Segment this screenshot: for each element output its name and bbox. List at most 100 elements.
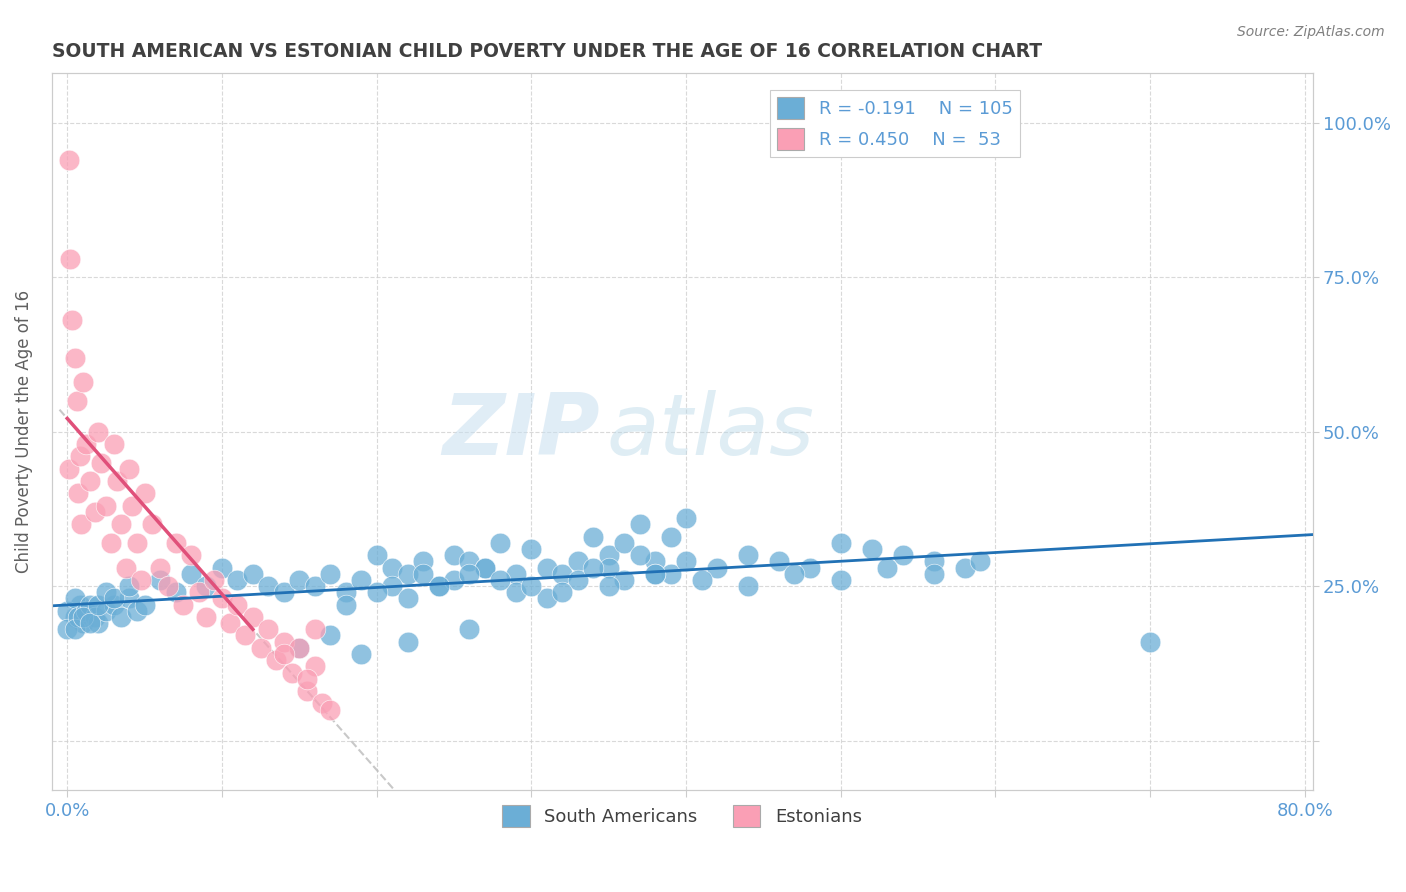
Point xyxy=(65,393,87,408)
Point xyxy=(115,560,138,574)
Point xyxy=(165,536,187,550)
Point xyxy=(458,554,481,568)
Point xyxy=(226,573,249,587)
Point xyxy=(613,573,636,587)
Point xyxy=(94,499,117,513)
Point xyxy=(783,566,806,581)
Point xyxy=(69,598,91,612)
Point xyxy=(489,536,512,550)
Point xyxy=(311,697,333,711)
Point xyxy=(396,566,419,581)
Point xyxy=(443,573,465,587)
Point xyxy=(70,517,93,532)
Point xyxy=(187,585,209,599)
Point xyxy=(799,560,821,574)
Point xyxy=(79,616,101,631)
Point xyxy=(249,640,271,655)
Point xyxy=(520,542,543,557)
Point xyxy=(273,585,295,599)
Point xyxy=(288,640,311,655)
Point xyxy=(257,623,280,637)
Point xyxy=(613,536,636,550)
Point xyxy=(350,573,373,587)
Point xyxy=(125,604,148,618)
Point xyxy=(536,591,558,606)
Point xyxy=(165,585,187,599)
Point xyxy=(202,573,225,587)
Y-axis label: Child Poverty Under the Age of 16: Child Poverty Under the Age of 16 xyxy=(15,290,32,574)
Point xyxy=(63,623,86,637)
Text: ZIP: ZIP xyxy=(443,390,600,473)
Point xyxy=(922,554,945,568)
Point xyxy=(280,665,302,680)
Point xyxy=(304,579,326,593)
Point xyxy=(304,623,326,637)
Point xyxy=(63,610,86,624)
Point xyxy=(675,511,697,525)
Point xyxy=(156,579,179,593)
Point xyxy=(94,604,117,618)
Point xyxy=(427,579,450,593)
Point xyxy=(103,591,125,606)
Point xyxy=(366,585,388,599)
Point xyxy=(84,505,107,519)
Point xyxy=(172,598,194,612)
Point xyxy=(56,604,79,618)
Point xyxy=(350,647,373,661)
Point xyxy=(264,653,287,667)
Point xyxy=(87,616,110,631)
Point xyxy=(443,548,465,562)
Point xyxy=(134,486,156,500)
Point xyxy=(58,461,80,475)
Point xyxy=(84,610,107,624)
Point xyxy=(79,598,101,612)
Point xyxy=(381,560,404,574)
Point xyxy=(860,542,883,557)
Point xyxy=(474,560,496,574)
Text: Source: ZipAtlas.com: Source: ZipAtlas.com xyxy=(1237,25,1385,39)
Point xyxy=(67,610,90,624)
Point xyxy=(149,560,172,574)
Point xyxy=(891,548,914,562)
Point xyxy=(335,598,357,612)
Point xyxy=(103,598,125,612)
Point xyxy=(644,554,666,568)
Point xyxy=(226,598,249,612)
Point xyxy=(567,554,589,568)
Point xyxy=(69,450,91,464)
Point xyxy=(335,585,357,599)
Point xyxy=(149,573,172,587)
Point xyxy=(690,573,713,587)
Point xyxy=(520,579,543,593)
Point xyxy=(427,579,450,593)
Point xyxy=(598,560,620,574)
Point xyxy=(319,703,342,717)
Point xyxy=(211,560,233,574)
Point xyxy=(63,351,86,365)
Point xyxy=(659,566,682,581)
Point xyxy=(72,610,94,624)
Point xyxy=(830,536,852,550)
Point xyxy=(233,628,256,642)
Point xyxy=(60,313,83,327)
Point xyxy=(505,566,527,581)
Point xyxy=(412,566,434,581)
Point xyxy=(319,628,342,642)
Point xyxy=(1139,634,1161,648)
Point xyxy=(474,560,496,574)
Point xyxy=(288,640,311,655)
Point xyxy=(242,610,264,624)
Point xyxy=(257,579,280,593)
Point xyxy=(79,474,101,488)
Point xyxy=(551,566,574,581)
Point xyxy=(505,585,527,599)
Point xyxy=(458,623,481,637)
Point xyxy=(737,548,759,562)
Point xyxy=(103,437,125,451)
Point xyxy=(675,554,697,568)
Point xyxy=(110,517,132,532)
Point xyxy=(768,554,790,568)
Point xyxy=(922,566,945,581)
Point xyxy=(75,604,97,618)
Point xyxy=(75,437,97,451)
